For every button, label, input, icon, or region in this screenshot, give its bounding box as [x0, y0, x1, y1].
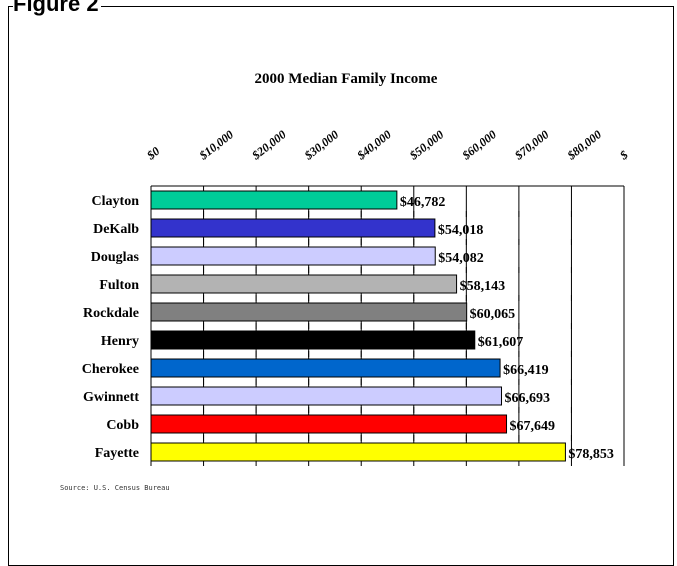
value-label: $66,419	[503, 363, 548, 378]
figure-label: Figure 2	[13, 0, 101, 15]
x-tick-label: $10,000	[196, 127, 236, 163]
category-label: Clayton	[92, 194, 140, 209]
x-tick-label: $0	[143, 144, 162, 163]
source-note: Source: U.S. Census Bureau	[60, 484, 170, 492]
value-label: $58,143	[460, 279, 506, 294]
bar	[150, 218, 436, 238]
chart-title: 2000 Median Family Income	[255, 71, 438, 87]
category-label: Fulton	[99, 278, 139, 293]
bar	[150, 442, 566, 462]
value-label: $61,607	[478, 335, 524, 350]
bar	[150, 190, 398, 210]
category-label: Henry	[101, 334, 139, 349]
x-tick-label: $40,000	[354, 127, 394, 163]
category-label: Rockdale	[83, 306, 139, 321]
bar	[150, 386, 503, 406]
value-label: $46,782	[400, 195, 446, 210]
value-label: $54,018	[438, 223, 484, 238]
category-label: DeKalb	[93, 222, 139, 237]
category-label: Gwinnett	[83, 390, 139, 405]
x-tick-label: $30,000	[301, 127, 341, 163]
value-label: $78,853	[568, 447, 614, 462]
x-tick-label: $60,000	[459, 127, 499, 163]
category-label: Fayette	[95, 446, 139, 461]
x-tick-label: $50,000	[406, 127, 446, 163]
bar	[150, 330, 476, 350]
value-label: $54,082	[438, 251, 484, 266]
bar	[150, 246, 436, 266]
category-label: Cherokee	[82, 362, 139, 377]
value-label: $67,649	[510, 419, 556, 434]
category-label: Cobb	[106, 418, 139, 433]
x-tick-label: $80,000	[564, 127, 604, 163]
x-tick-label: $70,000	[511, 127, 551, 163]
bar	[150, 358, 501, 378]
bar	[150, 274, 458, 294]
x-tick-label: $	[616, 148, 630, 163]
bar	[150, 302, 468, 322]
x-tick-label: $20,000	[249, 127, 289, 163]
value-label: $66,693	[505, 391, 551, 406]
value-label: $60,065	[470, 307, 515, 322]
bar	[150, 414, 508, 434]
category-label: Douglas	[91, 250, 140, 265]
